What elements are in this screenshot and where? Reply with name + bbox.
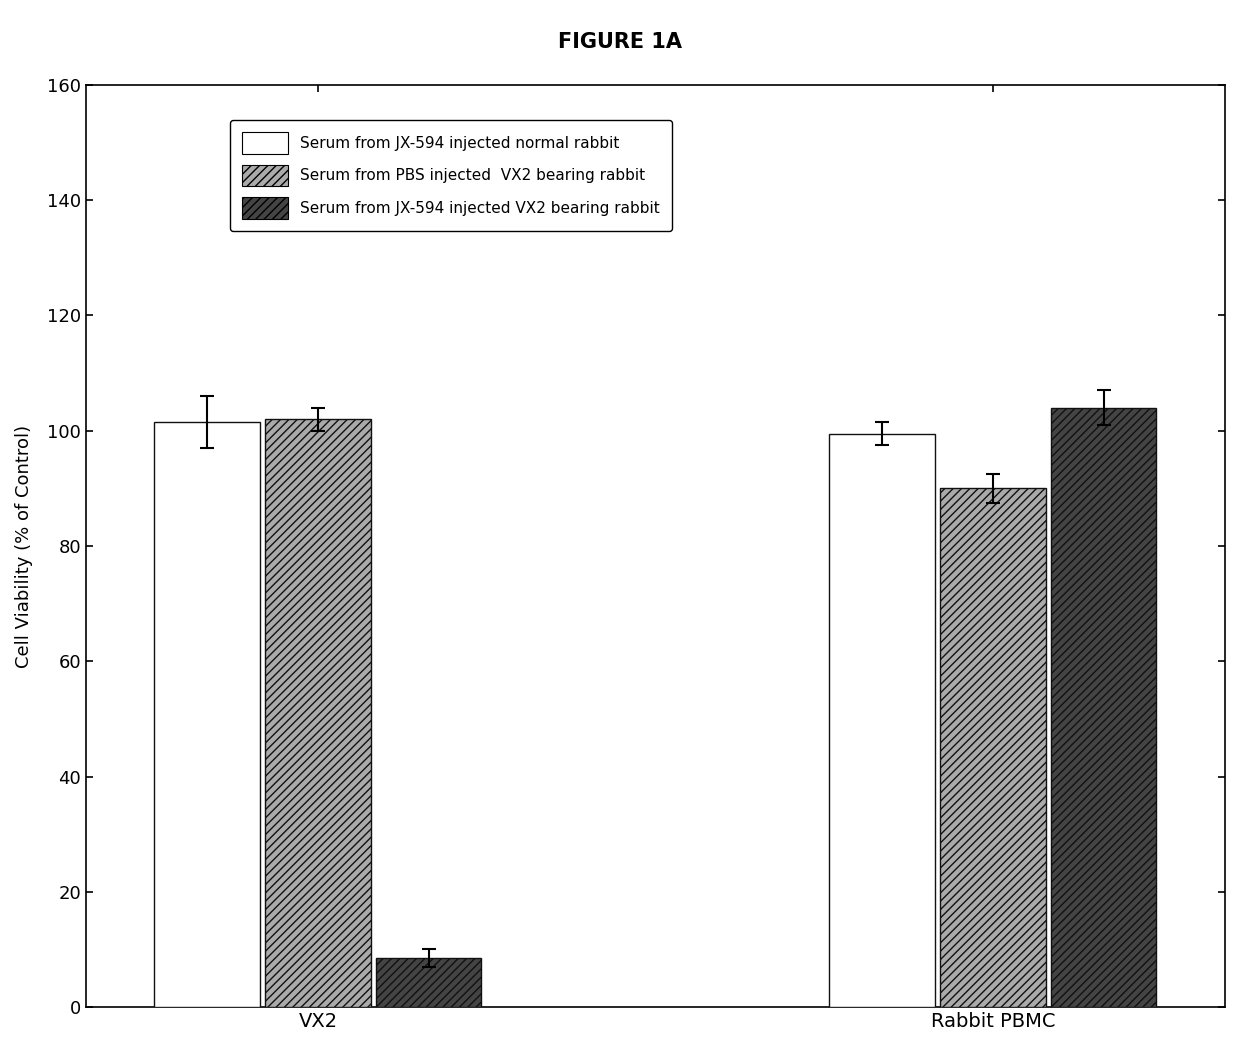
Bar [940,488,1045,1007]
Bar [830,433,935,1007]
Legend: Serum from JX-594 injected normal rabbit, Serum from PBS injected  VX2 bearing r: Serum from JX-594 injected normal rabbit… [231,120,672,231]
Bar [265,419,371,1007]
Bar [376,958,481,1007]
Y-axis label: Cell Viability (% of Control): Cell Viability (% of Control) [15,425,33,667]
Bar [155,422,260,1007]
Bar [1052,408,1157,1007]
Text: FIGURE 1A: FIGURE 1A [558,31,682,52]
